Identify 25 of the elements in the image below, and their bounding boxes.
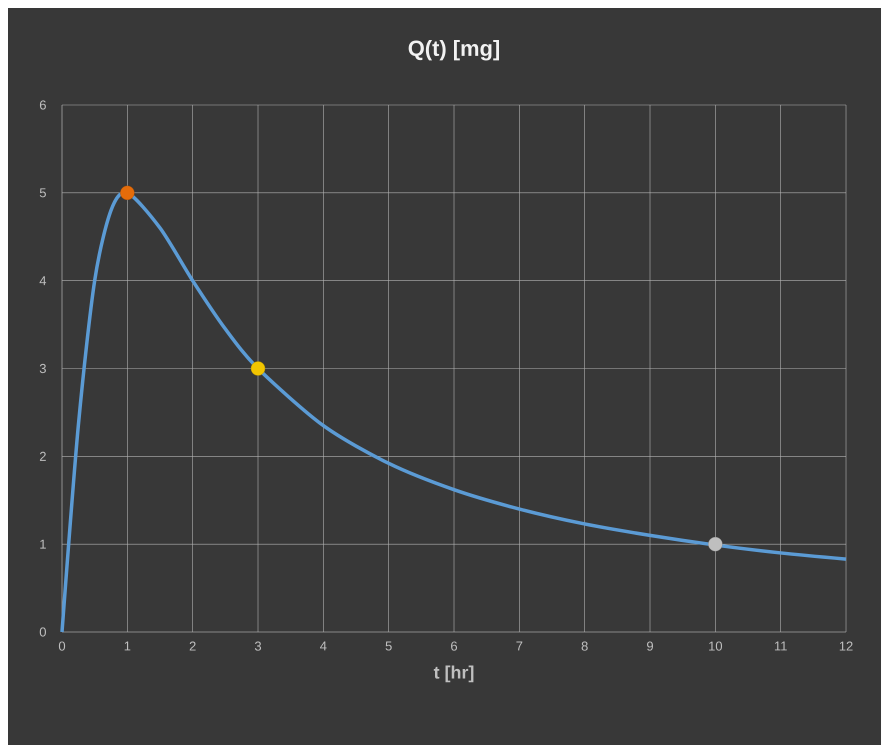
y-tick-label: 4 xyxy=(40,276,46,286)
y-tick-label: 3 xyxy=(40,364,46,374)
chart-title: Q(t) [mg] xyxy=(408,40,500,60)
x-tick-label: 6 xyxy=(451,642,458,651)
y-tick-label: 5 xyxy=(40,188,46,198)
y-tick-label: 2 xyxy=(40,452,46,461)
x-tick-label: 12 xyxy=(840,642,853,651)
y-tick-label: 0 xyxy=(40,627,46,637)
x-tick-label: 4 xyxy=(320,642,327,650)
x-axis-title: t [hr] xyxy=(434,666,474,682)
y-tick-label: 6 xyxy=(40,100,46,110)
point xyxy=(708,536,723,552)
x-tick-label: 9 xyxy=(647,642,653,651)
x-tick-label: 2 xyxy=(190,642,196,651)
x-tick-label: 5 xyxy=(386,642,392,651)
x-tick-label: 1 xyxy=(124,642,130,650)
point xyxy=(250,361,266,376)
x-tick-label: 8 xyxy=(582,642,588,651)
x-tick-label: 7 xyxy=(516,642,522,650)
point xyxy=(120,186,135,200)
x-tick-label: 10 xyxy=(709,642,722,651)
x-tick-label: 3 xyxy=(254,642,262,651)
x-tick-label: 11 xyxy=(774,642,787,650)
y-tick-label: 1 xyxy=(40,540,46,549)
x-tick-label: 0 xyxy=(58,642,66,651)
